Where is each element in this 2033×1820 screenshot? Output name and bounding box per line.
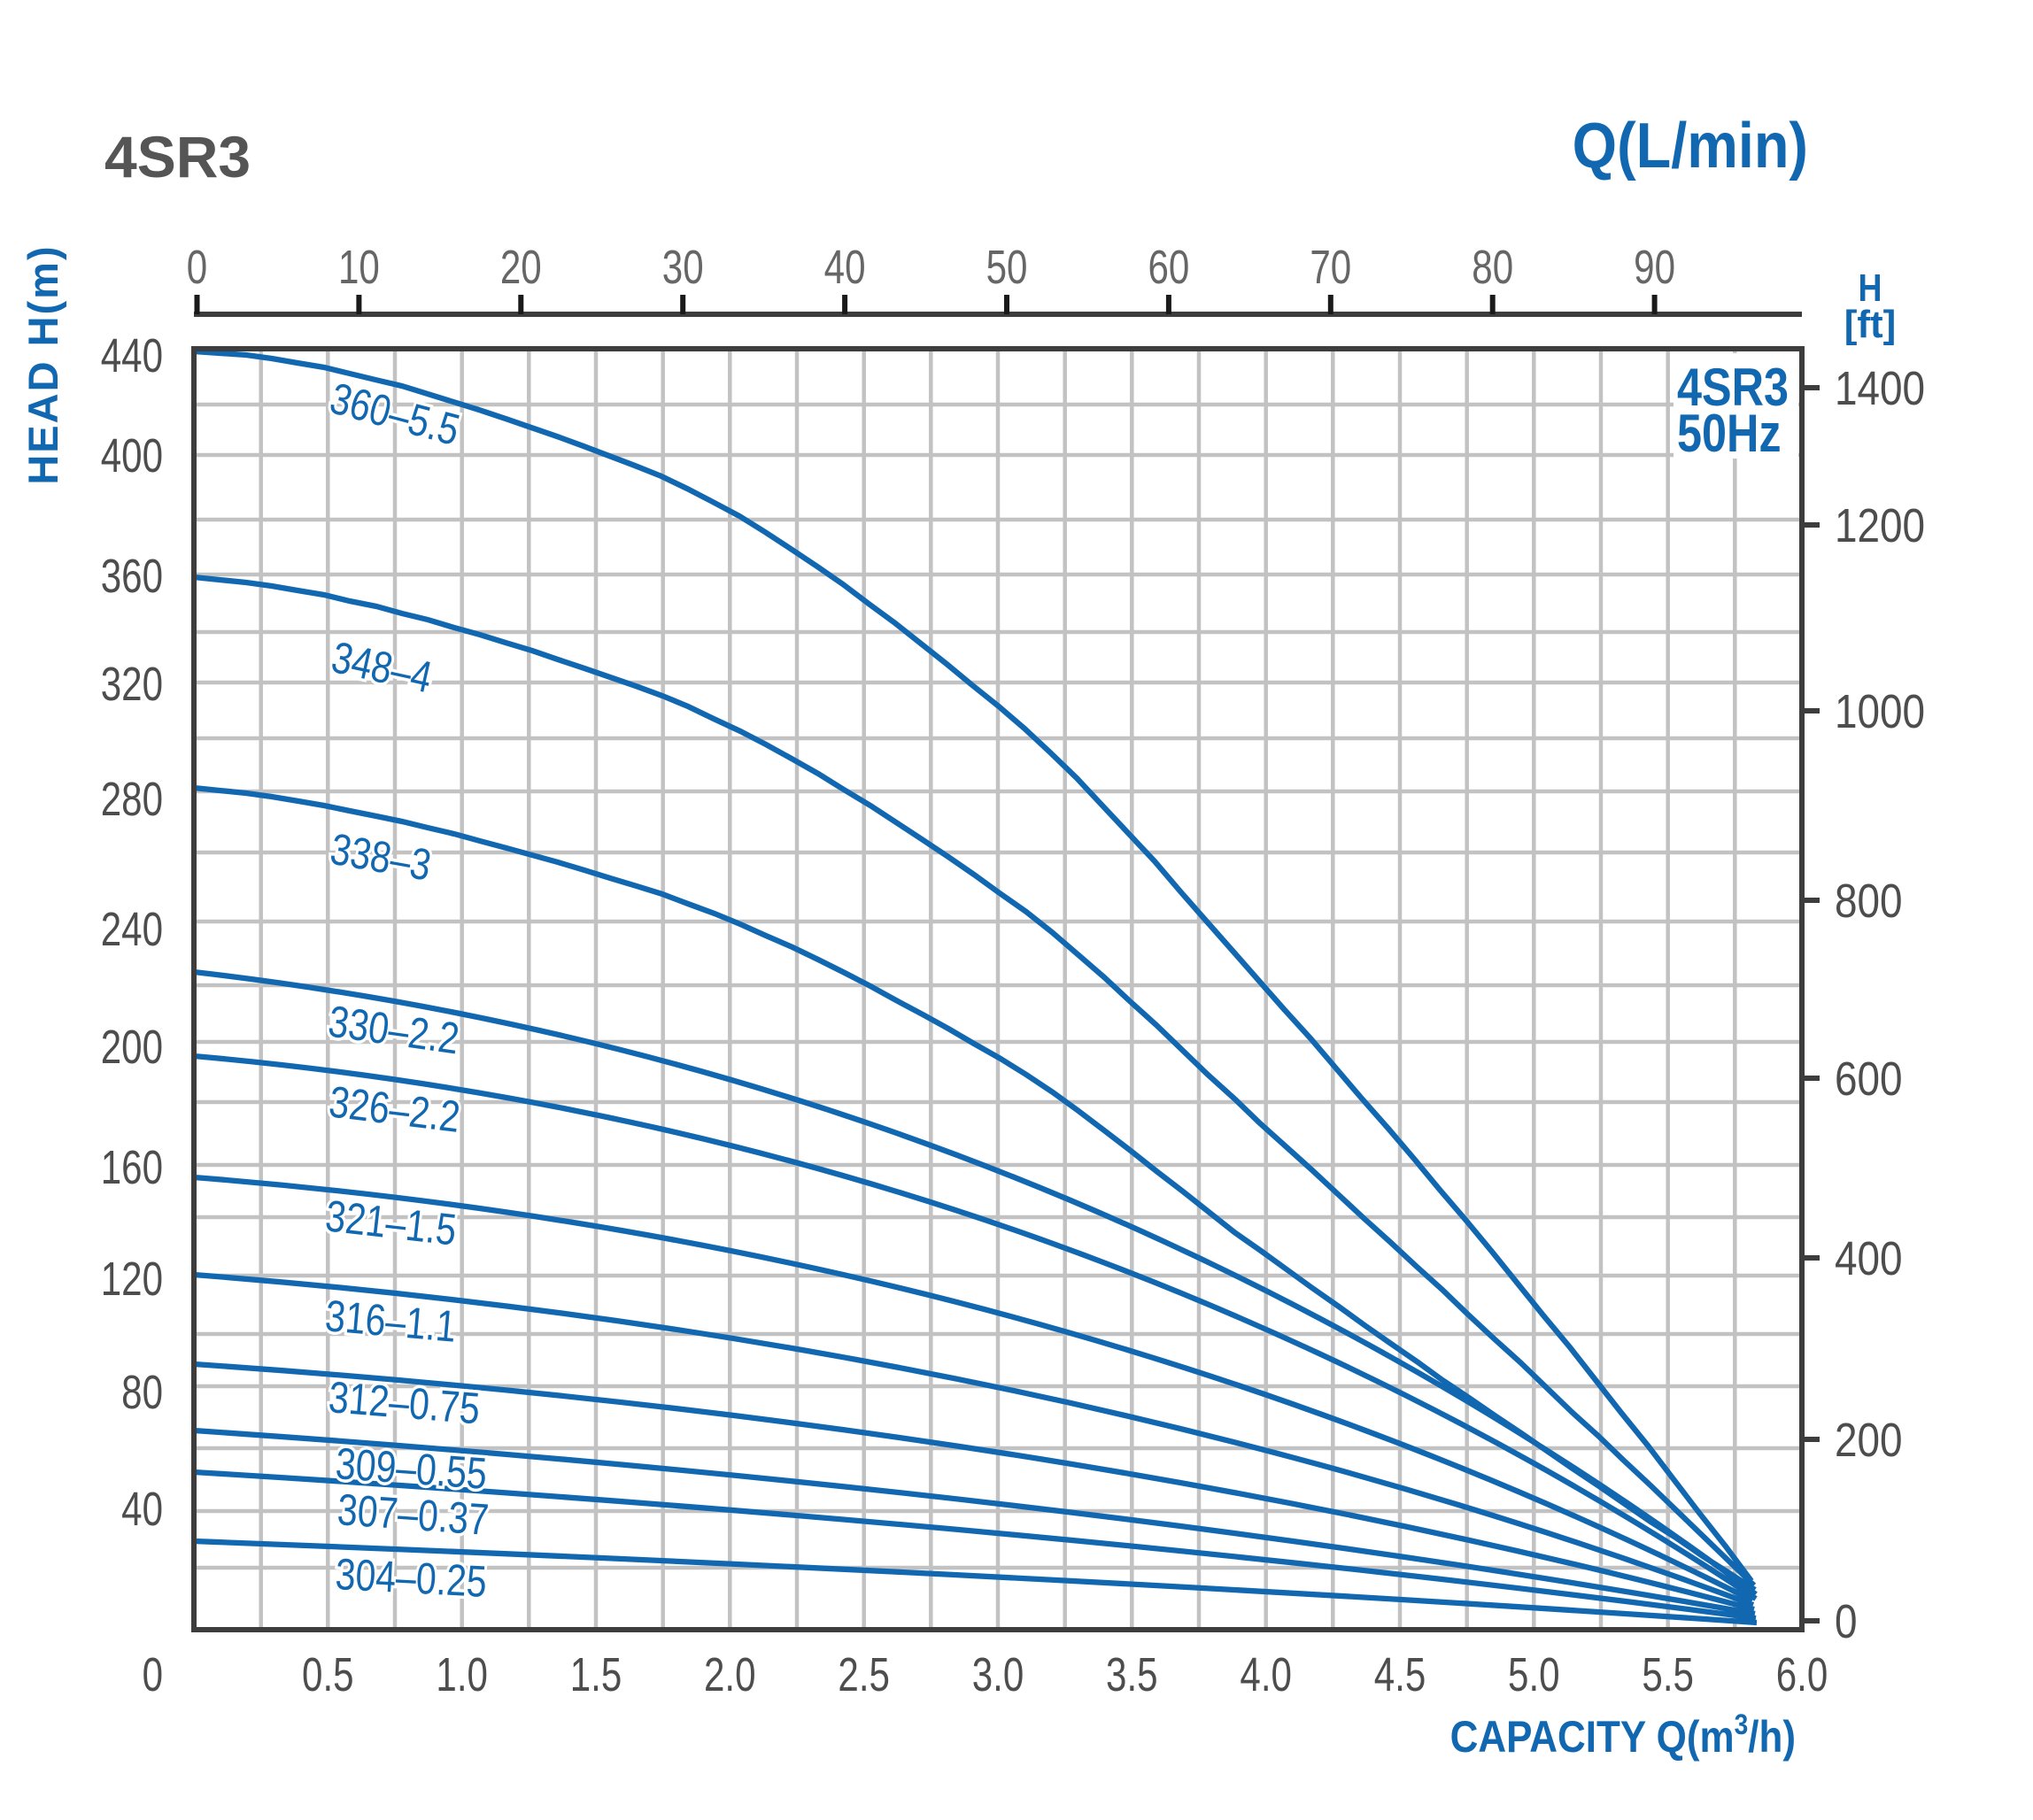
svg-text:4SR3: 4SR3 <box>1677 358 1789 417</box>
svg-text:70: 70 <box>1310 241 1351 294</box>
svg-text:360: 360 <box>101 550 163 603</box>
svg-text:50Hz: 50Hz <box>1677 404 1782 463</box>
svg-text:Q(L/min): Q(L/min) <box>1573 110 1808 181</box>
svg-text:20: 20 <box>500 241 542 294</box>
svg-text:4.5: 4.5 <box>1374 1648 1426 1701</box>
svg-text:240: 240 <box>101 903 163 956</box>
svg-text:0: 0 <box>187 241 207 294</box>
svg-text:40: 40 <box>121 1483 163 1536</box>
svg-text:2.0: 2.0 <box>704 1648 756 1701</box>
svg-text:30: 30 <box>662 241 704 294</box>
svg-text:800: 800 <box>1835 875 1903 928</box>
svg-text:316–1.1: 316–1.1 <box>323 1291 458 1351</box>
svg-text:1.0: 1.0 <box>436 1648 488 1701</box>
svg-text:1200: 1200 <box>1835 499 1925 552</box>
svg-text:4SR3: 4SR3 <box>104 124 251 189</box>
svg-text:440: 440 <box>101 329 163 382</box>
svg-text:4.0: 4.0 <box>1240 1648 1292 1701</box>
svg-text:3.0: 3.0 <box>972 1648 1024 1701</box>
svg-text:400: 400 <box>101 429 163 482</box>
svg-text:80: 80 <box>1472 241 1513 294</box>
svg-text:600: 600 <box>1835 1053 1903 1106</box>
svg-text:40: 40 <box>824 241 866 294</box>
svg-text:120: 120 <box>101 1253 163 1306</box>
svg-text:90: 90 <box>1634 241 1675 294</box>
svg-text:0: 0 <box>143 1648 163 1701</box>
svg-text:H: H <box>1858 266 1882 310</box>
svg-text:200: 200 <box>1835 1414 1903 1467</box>
svg-text:160: 160 <box>101 1141 163 1194</box>
svg-text:309–0.55: 309–0.55 <box>334 1438 488 1499</box>
svg-text:50: 50 <box>986 241 1028 294</box>
svg-text:0.5: 0.5 <box>302 1648 354 1701</box>
svg-text:1.5: 1.5 <box>570 1648 622 1701</box>
svg-text:3.5: 3.5 <box>1106 1648 1158 1701</box>
svg-text:HEAD H(m): HEAD H(m) <box>19 244 66 484</box>
svg-text:1000: 1000 <box>1835 685 1925 738</box>
svg-text:10: 10 <box>338 241 380 294</box>
svg-text:0: 0 <box>1835 1595 1858 1648</box>
svg-text:[ft]: [ft] <box>1844 303 1897 346</box>
svg-text:200: 200 <box>101 1021 163 1074</box>
svg-text:400: 400 <box>1835 1232 1903 1285</box>
svg-text:5.0: 5.0 <box>1508 1648 1560 1701</box>
svg-text:320: 320 <box>101 658 163 711</box>
svg-text:2.5: 2.5 <box>838 1648 890 1701</box>
svg-text:6.0: 6.0 <box>1776 1648 1828 1701</box>
svg-text:5.5: 5.5 <box>1642 1648 1694 1701</box>
svg-text:280: 280 <box>101 773 163 826</box>
svg-text:304–0.25: 304–0.25 <box>334 1549 488 1607</box>
svg-text:1400: 1400 <box>1835 362 1925 415</box>
svg-text:60: 60 <box>1148 241 1189 294</box>
svg-text:80: 80 <box>121 1366 163 1419</box>
svg-text:307–0.37: 307–0.37 <box>336 1485 490 1545</box>
